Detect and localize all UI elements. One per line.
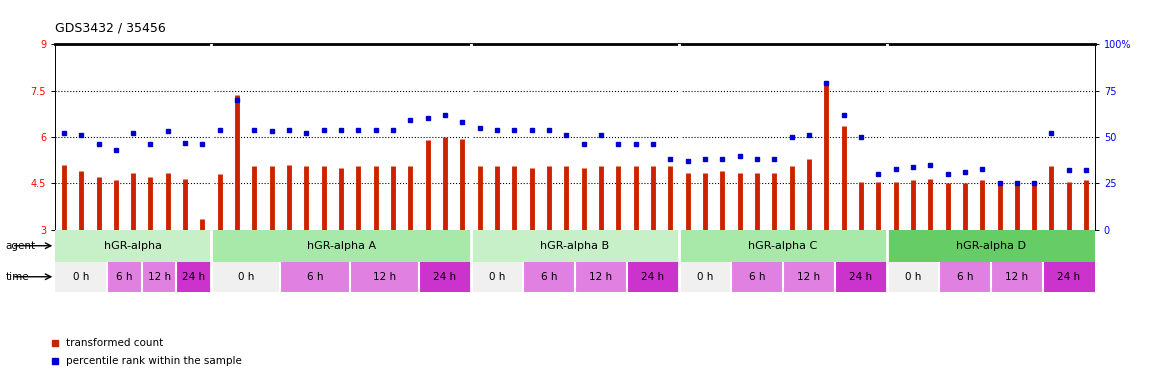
Bar <box>887 230 1095 262</box>
Bar <box>281 262 350 292</box>
Bar <box>938 262 991 292</box>
Bar <box>176 262 212 292</box>
Bar <box>212 262 281 292</box>
Bar <box>1043 262 1095 292</box>
Bar <box>523 262 575 292</box>
Bar <box>419 262 471 292</box>
Text: percentile rank within the sample: percentile rank within the sample <box>66 356 242 366</box>
Text: transformed count: transformed count <box>66 338 163 348</box>
Bar <box>212 230 472 262</box>
Text: 6 h: 6 h <box>957 272 973 282</box>
Text: 24 h: 24 h <box>1057 272 1080 282</box>
Bar <box>991 262 1043 292</box>
Bar <box>107 262 141 292</box>
Text: 6 h: 6 h <box>749 272 765 282</box>
Text: 6 h: 6 h <box>540 272 558 282</box>
Text: 0 h: 0 h <box>905 272 921 282</box>
Text: 0 h: 0 h <box>72 272 90 282</box>
Text: 12 h: 12 h <box>797 272 820 282</box>
Text: time: time <box>6 272 30 282</box>
Bar <box>678 262 731 292</box>
Text: hGR-alpha: hGR-alpha <box>105 241 162 251</box>
Text: 24 h: 24 h <box>642 272 665 282</box>
Text: 24 h: 24 h <box>434 272 457 282</box>
Text: 12 h: 12 h <box>373 272 396 282</box>
Text: 0 h: 0 h <box>697 272 713 282</box>
Text: 12 h: 12 h <box>590 272 613 282</box>
Text: hGR-alpha B: hGR-alpha B <box>540 241 610 251</box>
Bar <box>731 262 783 292</box>
Bar <box>627 262 678 292</box>
Text: GDS3432 / 35456: GDS3432 / 35456 <box>55 22 166 35</box>
Bar <box>783 262 835 292</box>
Bar <box>835 262 887 292</box>
Text: 12 h: 12 h <box>1005 272 1028 282</box>
Bar <box>887 262 938 292</box>
Text: hGR-alpha A: hGR-alpha A <box>307 241 376 251</box>
Text: 6 h: 6 h <box>307 272 323 282</box>
Bar <box>472 230 678 262</box>
Text: 24 h: 24 h <box>182 272 206 282</box>
Text: agent: agent <box>6 241 36 251</box>
Bar <box>575 262 627 292</box>
Bar <box>141 262 176 292</box>
Bar <box>55 262 107 292</box>
Text: 24 h: 24 h <box>850 272 873 282</box>
Bar <box>678 230 887 262</box>
Text: hGR-alpha C: hGR-alpha C <box>749 241 818 251</box>
Text: 0 h: 0 h <box>238 272 254 282</box>
Bar <box>55 230 212 262</box>
Text: 12 h: 12 h <box>147 272 170 282</box>
Bar <box>472 262 523 292</box>
Text: hGR-alpha D: hGR-alpha D <box>956 241 1026 251</box>
Bar <box>350 262 419 292</box>
Text: 6 h: 6 h <box>116 272 132 282</box>
Text: 0 h: 0 h <box>489 272 505 282</box>
